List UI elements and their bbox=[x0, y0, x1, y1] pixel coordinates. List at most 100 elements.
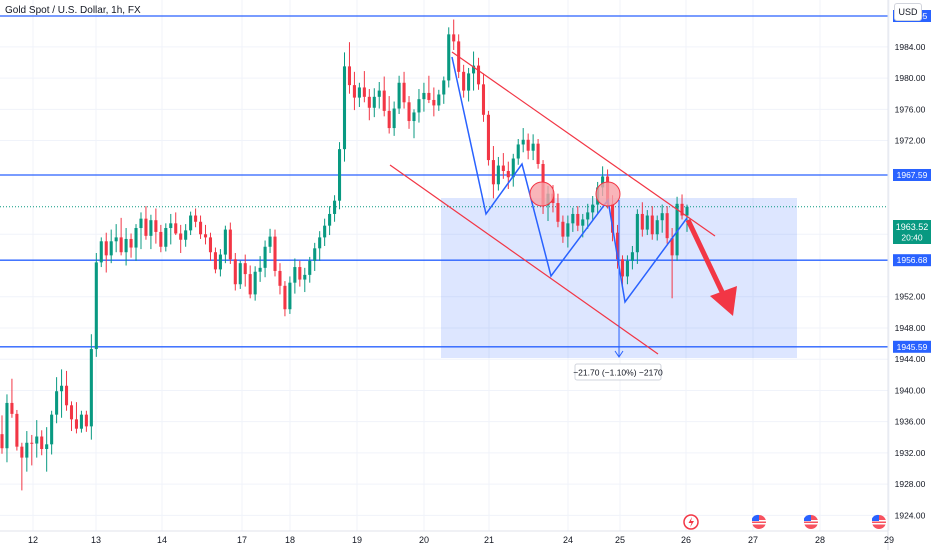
top-marker-circle[interactable] bbox=[595, 181, 621, 207]
candle bbox=[422, 82, 426, 112]
candle-body bbox=[437, 94, 441, 106]
price-axis[interactable]: 1984.001980.001976.001972.001960.001952.… bbox=[895, 42, 926, 521]
measure-arrowhead bbox=[614, 350, 624, 358]
candle bbox=[293, 258, 297, 294]
candle bbox=[208, 232, 213, 261]
price-tick-label: 1980.00 bbox=[895, 73, 926, 83]
candle-body bbox=[149, 220, 153, 236]
candle bbox=[263, 240, 267, 278]
candle-body bbox=[372, 96, 376, 108]
candle-body bbox=[109, 241, 113, 256]
time-tick-label: 27 bbox=[748, 535, 758, 545]
currency-selector[interactable]: USD bbox=[894, 3, 922, 21]
trend-channel[interactable] bbox=[389, 51, 716, 355]
candle bbox=[114, 224, 118, 253]
candle bbox=[15, 409, 19, 451]
candle bbox=[432, 87, 436, 117]
candle-body bbox=[412, 112, 416, 122]
candle-body bbox=[55, 391, 59, 415]
candle-body bbox=[69, 405, 74, 420]
candle-body bbox=[45, 444, 49, 450]
candle bbox=[467, 67, 471, 102]
level-label-badge bbox=[893, 340, 931, 353]
candle-body bbox=[248, 274, 252, 295]
candle-body bbox=[194, 215, 198, 222]
measure-tool[interactable]: −21.70 (−1.10%) −2170 bbox=[573, 200, 663, 381]
candle-body bbox=[511, 158, 515, 178]
channel-lower-line[interactable] bbox=[389, 164, 659, 355]
candle bbox=[377, 81, 381, 109]
top-marker-circle[interactable] bbox=[529, 181, 555, 207]
channel-upper-line[interactable] bbox=[451, 51, 716, 237]
candle bbox=[189, 211, 193, 236]
candle bbox=[119, 217, 123, 256]
candle-body bbox=[382, 90, 386, 111]
pattern-zigzag[interactable] bbox=[451, 56, 688, 304]
candle bbox=[536, 138, 540, 169]
us-flag-icon[interactable] bbox=[752, 514, 766, 529]
candle bbox=[55, 377, 59, 424]
candle bbox=[174, 212, 178, 236]
time-tick-label: 18 bbox=[285, 535, 295, 545]
candle bbox=[521, 128, 525, 153]
candle bbox=[99, 237, 103, 268]
candle-body bbox=[203, 234, 208, 238]
candle-body bbox=[99, 241, 103, 263]
candle-body bbox=[164, 228, 168, 247]
measure-label-box bbox=[574, 363, 662, 381]
candle bbox=[427, 75, 431, 104]
candle-body bbox=[486, 114, 490, 161]
horizontal-levels[interactable] bbox=[0, 15, 888, 348]
candle-body bbox=[218, 254, 222, 270]
candle bbox=[472, 51, 476, 91]
time-tick-label: 26 bbox=[681, 535, 691, 545]
candle-body bbox=[566, 223, 570, 237]
us-flag-icon[interactable] bbox=[872, 514, 886, 529]
candle-body bbox=[228, 229, 232, 260]
candle-body bbox=[313, 248, 317, 261]
bearish-projection-arrow[interactable] bbox=[685, 218, 737, 316]
candle-body bbox=[60, 385, 64, 392]
candle-body bbox=[184, 230, 188, 240]
time-axis[interactable]: 12 13 14 17 18 19 20 21 24 25 26 27 28 29 bbox=[28, 535, 894, 545]
candle-body bbox=[506, 171, 510, 178]
candle bbox=[531, 134, 535, 161]
candle-body bbox=[496, 165, 500, 185]
level-label: 1967.59 bbox=[897, 170, 928, 180]
candle bbox=[352, 71, 356, 111]
candle bbox=[511, 153, 515, 187]
price-tick-label: 1984.00 bbox=[895, 42, 926, 52]
candle bbox=[357, 82, 361, 107]
event-icons[interactable] bbox=[683, 514, 886, 530]
candle bbox=[253, 266, 257, 301]
candle bbox=[566, 215, 570, 248]
level-label: 1945.59 bbox=[897, 342, 928, 352]
candle bbox=[670, 228, 674, 299]
candle bbox=[462, 64, 466, 98]
candle-body bbox=[342, 66, 347, 150]
candle-body bbox=[213, 252, 217, 270]
candle bbox=[144, 206, 148, 240]
candle-body bbox=[30, 442, 34, 444]
candle-body bbox=[298, 267, 302, 280]
candle bbox=[64, 370, 69, 411]
candle-body bbox=[84, 414, 88, 427]
candle bbox=[109, 229, 113, 264]
us-flag-icon[interactable] bbox=[804, 514, 818, 529]
candle-body bbox=[79, 414, 83, 429]
candle bbox=[129, 233, 133, 258]
candle bbox=[5, 394, 9, 463]
candle-body bbox=[25, 442, 29, 458]
candle-body bbox=[114, 237, 118, 242]
candle bbox=[45, 427, 49, 472]
candle bbox=[35, 420, 39, 458]
candle bbox=[442, 76, 446, 104]
grid-lines bbox=[0, 0, 890, 531]
candle-body bbox=[243, 263, 247, 275]
candle-body bbox=[50, 414, 54, 445]
candle-body bbox=[571, 213, 575, 224]
candle bbox=[184, 224, 188, 247]
chart-title: Gold Spot / U.S. Dollar, 1h, FX bbox=[5, 5, 141, 16]
candle-body bbox=[179, 233, 183, 240]
